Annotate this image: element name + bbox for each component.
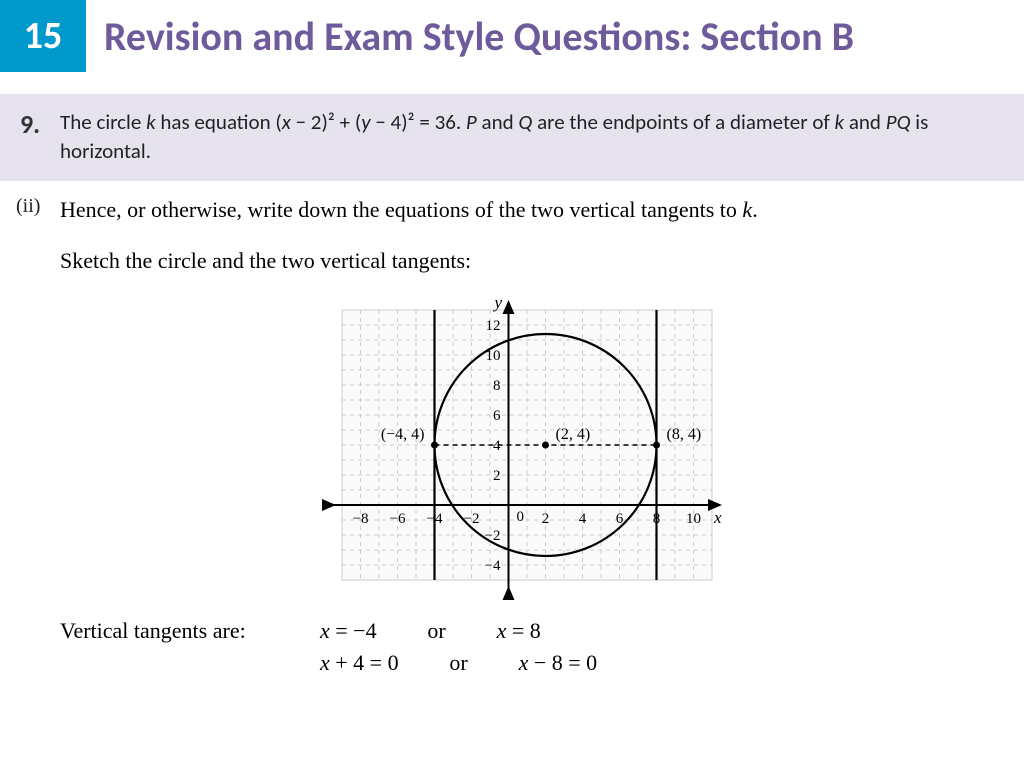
answer-row-2: x + 4 = 0 or x − 8 = 0 xyxy=(60,650,1024,676)
question-number: 9. xyxy=(20,108,60,167)
page-header: 15 Revision and Exam Style Questions: Se… xyxy=(0,0,1024,72)
question-text: The circle k has equation (x − 2)² + (y … xyxy=(60,108,974,167)
svg-text:−4: −4 xyxy=(485,558,501,574)
chapter-number: 15 xyxy=(24,13,63,59)
svg-text:0: 0 xyxy=(517,509,525,525)
question-bar: 9. The circle k has equation (x − 2)² + … xyxy=(0,94,1024,181)
svg-text:(−4, 4): (−4, 4) xyxy=(381,426,425,443)
tangent-eq-2a: x + 4 = 0 xyxy=(320,650,399,676)
sketch-instruction: Sketch the circle and the two vertical t… xyxy=(60,248,1024,274)
svg-text:x: x xyxy=(713,508,722,527)
svg-text:8: 8 xyxy=(493,378,501,394)
part-label: (ii) xyxy=(16,195,60,226)
circle-tangent-chart: −8−6−4−2246810−4−2246810120xy(−4, 4)(2, … xyxy=(292,290,732,600)
svg-text:6: 6 xyxy=(493,408,501,424)
answer-block: Vertical tangents are: x = −4 or x = 8 x… xyxy=(60,618,1024,676)
part-row: (ii) Hence, or otherwise, write down the… xyxy=(0,181,1024,234)
svg-text:2: 2 xyxy=(493,468,501,484)
part-text: Hence, or otherwise, write down the equa… xyxy=(60,195,758,226)
svg-text:−2: −2 xyxy=(464,511,480,527)
svg-text:−6: −6 xyxy=(390,511,406,527)
svg-text:4: 4 xyxy=(493,438,501,454)
svg-text:12: 12 xyxy=(486,318,501,334)
svg-text:10: 10 xyxy=(686,511,701,527)
svg-text:−8: −8 xyxy=(353,511,369,527)
tangent-eq-1b: x = 8 xyxy=(497,618,541,644)
svg-text:y: y xyxy=(493,293,503,312)
chapter-number-box: 15 xyxy=(0,0,86,72)
tangent-eq-1a: x = −4 xyxy=(320,618,377,644)
svg-text:(2, 4): (2, 4) xyxy=(556,426,591,443)
answer-row-1: Vertical tangents are: x = −4 or x = 8 xyxy=(60,618,1024,644)
tangent-eq-2b: x − 8 = 0 xyxy=(519,650,598,676)
or-text-2: or xyxy=(439,650,479,676)
svg-text:2: 2 xyxy=(542,511,550,527)
svg-text:4: 4 xyxy=(579,511,587,527)
chart-container: −8−6−4−2246810−4−2246810120xy(−4, 4)(2, … xyxy=(0,290,1024,600)
answer-label: Vertical tangents are: xyxy=(60,618,280,644)
svg-text:(8, 4): (8, 4) xyxy=(667,426,702,443)
page-title: Revision and Exam Style Questions: Secti… xyxy=(104,12,854,61)
or-text: or xyxy=(417,618,457,644)
